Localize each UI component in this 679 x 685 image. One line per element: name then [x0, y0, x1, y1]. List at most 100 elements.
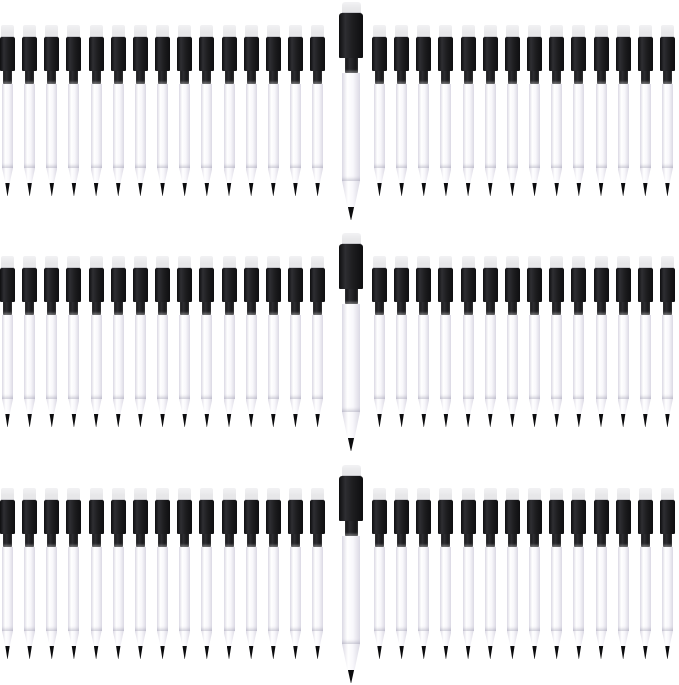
marker-nib	[293, 414, 298, 427]
marker-collar	[290, 302, 300, 315]
marker-nib	[532, 414, 537, 427]
marker-collar	[574, 71, 584, 84]
marker-collar	[25, 534, 35, 547]
marker-barrel	[529, 315, 541, 399]
marker-barrel	[595, 315, 607, 399]
marker-eraser-cap	[616, 25, 630, 37]
marker-eraser-cap	[439, 256, 453, 268]
marker-nib	[248, 414, 254, 427]
marker-barrel	[440, 84, 452, 168]
marker-eraser-cap	[616, 256, 630, 268]
marker-barrel	[661, 84, 673, 168]
marker-eraser-cap	[373, 488, 386, 500]
marker-eraser-cap	[200, 488, 214, 500]
marker-collar	[135, 71, 145, 84]
marker-cap	[339, 13, 363, 58]
marker-cone	[551, 399, 563, 414]
marker-cone	[440, 168, 452, 183]
marker-cone	[112, 168, 124, 183]
marker-barrel	[573, 547, 585, 631]
marker-eraser-cap	[395, 256, 409, 268]
marker-collar	[596, 71, 606, 84]
marker-barrel	[529, 84, 541, 168]
marker-cap	[659, 37, 675, 71]
marker-nib	[49, 646, 54, 659]
marker-small	[110, 25, 126, 196]
marker-eraser-cap	[178, 25, 192, 37]
marker-nib	[182, 414, 187, 427]
marker-nib	[93, 183, 99, 196]
marker-small	[66, 488, 82, 659]
marker-eraser-cap	[660, 25, 674, 37]
marker-eraser-cap	[461, 256, 475, 268]
marker-eraser-cap	[133, 488, 147, 500]
marker-barrel	[68, 547, 80, 631]
marker-cap	[504, 268, 520, 302]
marker-cone	[529, 168, 541, 183]
marker-nib	[598, 183, 604, 196]
marker-barrel	[179, 84, 191, 168]
marker-small	[394, 488, 410, 659]
marker-cap	[66, 37, 82, 71]
marker-cap	[287, 500, 303, 534]
marker-nib	[93, 646, 99, 659]
marker-small	[88, 25, 104, 196]
marker-cap	[265, 37, 281, 71]
marker-nib	[204, 183, 210, 196]
marker-eraser-cap	[311, 256, 325, 268]
marker-cap	[287, 37, 303, 71]
marker-barrel	[289, 315, 301, 399]
marker-cap	[199, 500, 215, 534]
marker-barrel	[223, 84, 235, 168]
marker-barrel	[529, 547, 541, 631]
marker-cap	[88, 37, 104, 71]
marker-eraser-cap	[200, 25, 214, 37]
marker-cap	[265, 500, 281, 534]
marker-nib	[465, 183, 471, 196]
marker-small	[132, 256, 148, 427]
marker-small	[527, 488, 543, 659]
marker-cone	[595, 399, 607, 414]
marker-cap	[199, 37, 215, 71]
marker-collar	[574, 534, 584, 547]
marker-cone	[374, 631, 385, 646]
marker-small	[265, 488, 281, 659]
marker-cone	[245, 631, 257, 646]
marker-barrel	[68, 315, 80, 399]
marker-collar	[180, 534, 190, 547]
marker-nib	[532, 183, 537, 196]
marker-eraser-cap	[311, 488, 325, 500]
marker-cone	[223, 168, 235, 183]
marker-cap	[88, 500, 104, 534]
marker-small	[416, 488, 432, 659]
marker-nib	[315, 646, 320, 659]
marker-barrel	[46, 84, 58, 168]
marker-small	[0, 488, 15, 659]
marker-cap	[615, 500, 631, 534]
marker-cone	[267, 168, 279, 183]
marker-eraser-cap	[111, 256, 125, 268]
marker-cone	[289, 168, 301, 183]
marker-eraser-cap	[550, 256, 564, 268]
marker-small	[287, 488, 303, 659]
marker-cone	[595, 168, 607, 183]
marker-eraser-cap	[505, 488, 519, 500]
marker-barrel	[639, 547, 651, 631]
marker-cone	[134, 631, 146, 646]
marker-collar	[530, 71, 540, 84]
marker-cap	[504, 37, 520, 71]
marker-small	[394, 256, 410, 427]
marker-nib	[665, 183, 670, 196]
marker-barrel	[245, 84, 257, 168]
marker-eraser-cap	[373, 25, 386, 37]
marker-barrel	[484, 315, 496, 399]
marker-cone	[506, 168, 518, 183]
marker-cap	[571, 37, 587, 71]
marker-cap	[637, 500, 653, 534]
marker-eraser-cap	[89, 256, 103, 268]
marker-collar	[397, 71, 407, 84]
marker-collar	[180, 302, 190, 315]
marker-nib	[443, 414, 449, 427]
marker-cap	[132, 37, 148, 71]
